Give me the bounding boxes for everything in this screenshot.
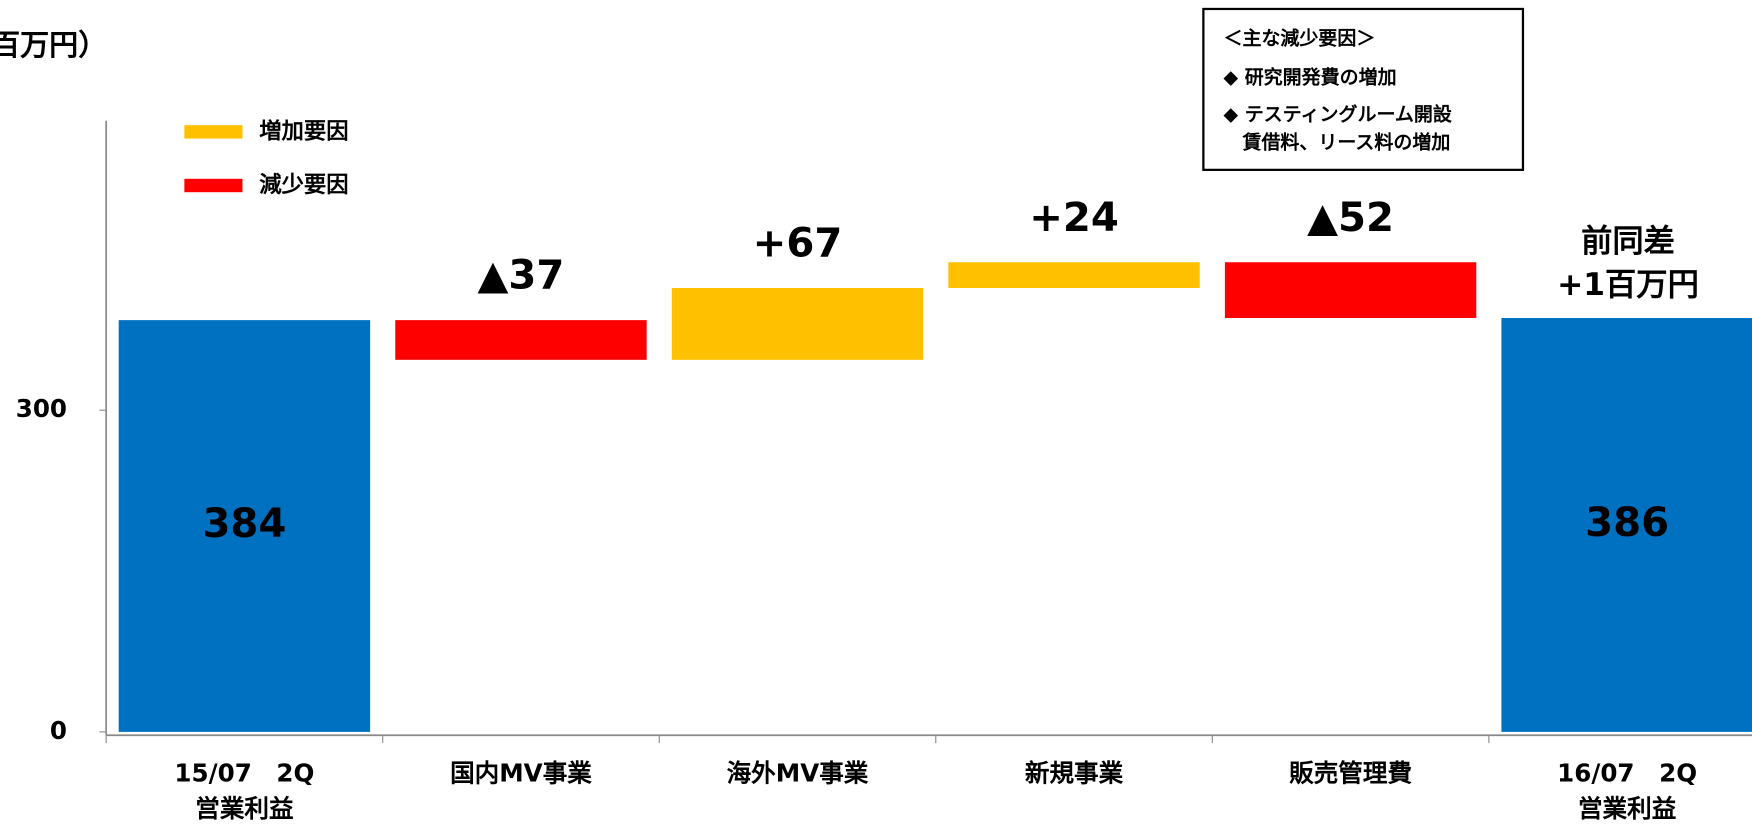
x-tick-label: 新規事業	[1025, 758, 1124, 787]
note-line: ◆ 研究開発費の増加	[1223, 66, 1396, 89]
legend-label: 減少要因	[259, 172, 348, 198]
bar	[1501, 317, 1752, 732]
x-tick-line: 海外MV事業	[727, 758, 869, 787]
note-line: 賃借料、リース料の増加	[1223, 131, 1450, 154]
difference-annotation: 前同差	[1581, 223, 1675, 259]
x-tick-line: 国内MV事業	[450, 758, 592, 787]
x-tick-line: 営業利益	[195, 794, 293, 823]
bar	[671, 287, 924, 360]
legend-label: 増加要因	[259, 117, 348, 144]
bar	[395, 320, 647, 360]
value-label: +67	[753, 221, 843, 267]
x-tick-line: 新規事業	[1025, 758, 1124, 787]
note-line: ＜主な減少要因＞	[1223, 27, 1375, 50]
y-tick-label: 300	[16, 394, 67, 423]
x-tick-line: 営業利益	[1578, 794, 1676, 823]
x-tick-label: 国内MV事業	[450, 758, 592, 787]
x-tick-line: 15/07 2Q	[174, 758, 314, 787]
value-label: 386	[1585, 500, 1669, 546]
x-tick-label: 16/07 2Q 営業利益	[1557, 758, 1697, 823]
bar	[118, 320, 371, 732]
y-tick-label: 0	[50, 716, 67, 745]
legend-swatch	[184, 178, 243, 193]
value-label: 384	[202, 501, 286, 547]
bar	[948, 262, 1200, 288]
x-tick-label: 15/07 2Q 営業利益	[174, 758, 314, 823]
note-box	[1202, 7, 1525, 171]
value-label: +24	[1029, 195, 1119, 241]
bar	[1224, 262, 1477, 318]
legend-swatch	[184, 125, 243, 139]
x-tick-line: 販売管理費	[1289, 758, 1412, 787]
x-tick-line: 16/07 2Q	[1557, 758, 1697, 787]
value-label: ▲52	[1307, 195, 1394, 241]
difference-annotation: +1百万円	[1557, 267, 1699, 303]
x-tick-label: 海外MV事業	[727, 758, 869, 787]
chart-title: 百万円）	[0, 28, 107, 62]
note-line: ◆ テスティングルーム開設	[1223, 103, 1452, 126]
x-tick-label: 販売管理費	[1289, 758, 1412, 787]
value-label: ▲37	[478, 253, 565, 299]
